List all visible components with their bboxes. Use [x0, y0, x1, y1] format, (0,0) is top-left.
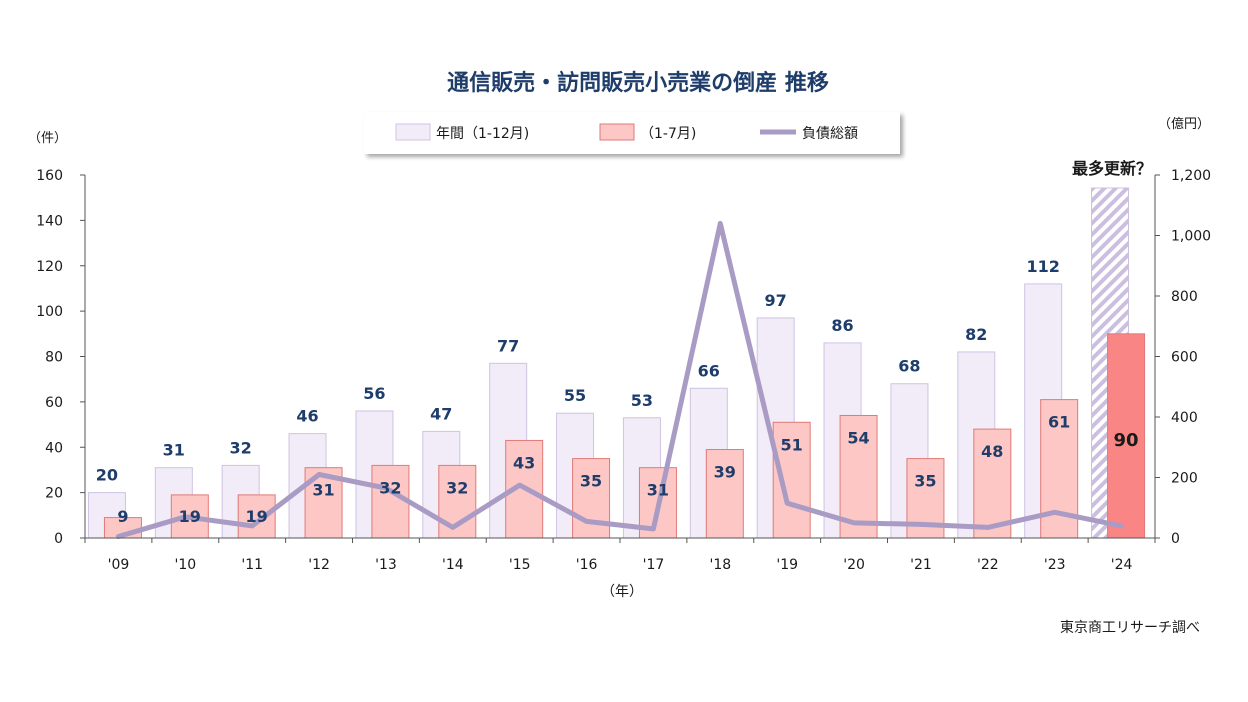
x-tick-label: '19: [776, 557, 798, 573]
left-tick-label: 140: [36, 213, 63, 229]
data-labels: 20 9 31 19 32 19 46 31 56 32 47 32 77 43 55 35 53 31 66 39 9…: [96, 257, 1139, 526]
legend-label-debt: 負債総額: [802, 126, 858, 142]
x-axis-ticks: '09 '10 '11 '12 '13 '14 '15 '16 '17 '18 '19 '20 '21 '…: [84, 538, 1156, 573]
left-axis-unit: （件）: [28, 131, 67, 146]
bar-partial: [572, 458, 611, 539]
left-tick-label: 20: [45, 486, 63, 502]
x-axis-label: （年）: [601, 584, 643, 600]
right-tick-label: 400: [1171, 410, 1198, 426]
legend: 年間（1-12月) （1-7月) 負債総額: [364, 112, 900, 154]
x-tick-label: '18: [709, 557, 731, 573]
label-annual: 31: [163, 441, 185, 460]
x-tick-label: '13: [375, 557, 397, 573]
x-tick-label: '14: [442, 557, 464, 573]
legend-label-annual: 年間（1-12月): [436, 126, 529, 142]
label-partial: 35: [580, 472, 602, 491]
legend-label-partial: （1-7月): [640, 126, 696, 142]
label-partial-highlight: 90: [1114, 430, 1139, 451]
left-axis-ticks: 0 20 40 60 80 100 120 140 160: [36, 168, 85, 547]
label-partial: 54: [847, 428, 869, 447]
label-partial: 19: [246, 507, 268, 526]
label-annual: 47: [430, 404, 452, 423]
right-tick-label: 600: [1171, 350, 1198, 366]
right-tick-label: 200: [1171, 471, 1198, 487]
label-annual: 53: [631, 391, 653, 410]
left-tick-label: 120: [36, 259, 63, 275]
x-tick-label: '24: [1111, 557, 1133, 573]
x-tick-label: '09: [108, 557, 130, 573]
right-tick-label: 1,200: [1171, 168, 1211, 184]
label-partial: 9: [117, 507, 128, 526]
legend-swatch-annual: [395, 123, 431, 141]
label-partial: 61: [1048, 413, 1070, 432]
label-partial: 31: [647, 481, 669, 500]
left-tick-label: 0: [54, 531, 63, 547]
label-annual: 68: [898, 357, 920, 376]
label-partial: 35: [914, 472, 936, 491]
left-tick-label: 40: [45, 440, 63, 456]
x-tick-label: '10: [174, 557, 196, 573]
legend-swatch-partial: [599, 123, 635, 141]
annotation-record: 最多更新？: [1072, 159, 1152, 178]
left-tick-label: 80: [45, 350, 63, 366]
bar-partial: [371, 464, 410, 539]
debt-line-layer: [115, 220, 1125, 539]
label-annual: 55: [564, 386, 586, 405]
left-tick-label: 160: [36, 168, 63, 184]
x-tick-label: '17: [643, 557, 665, 573]
x-tick-label: '23: [1044, 557, 1066, 573]
label-annual: 112: [1026, 257, 1059, 276]
label-partial: 32: [379, 478, 401, 497]
label-partial: 32: [446, 478, 468, 497]
label-annual: 56: [363, 384, 385, 403]
right-axis-ticks: 0 200 400 600 800 1,000 1,200: [1155, 168, 1211, 547]
x-tick-label: '16: [576, 557, 598, 573]
label-annual: 66: [698, 361, 720, 380]
bar-partial: [705, 449, 744, 539]
x-tick-label: '12: [308, 557, 330, 573]
debt-line: [115, 220, 1125, 539]
label-partial: 19: [179, 507, 201, 526]
right-tick-label: 0: [1171, 531, 1180, 547]
label-annual: 86: [831, 316, 853, 335]
bars: [87, 187, 1146, 539]
x-tick-label: '15: [509, 557, 531, 573]
x-tick-label: '20: [843, 557, 865, 573]
left-tick-label: 100: [36, 304, 63, 320]
label-annual: 46: [296, 407, 318, 426]
label-partial: 48: [981, 442, 1003, 461]
label-partial: 31: [312, 481, 334, 500]
label-annual: 32: [230, 438, 252, 457]
x-tick-label: '22: [977, 557, 999, 573]
label-annual: 77: [497, 336, 519, 355]
label-partial: 43: [513, 453, 535, 472]
label-annual: 20: [96, 466, 118, 485]
source-note: 東京商工リサーチ調べ: [1060, 620, 1200, 636]
label-annual: 97: [765, 291, 787, 310]
label-partial: 51: [781, 435, 803, 454]
x-tick-label: '11: [241, 557, 263, 573]
right-tick-label: 1,000: [1171, 229, 1211, 245]
label-partial: 39: [714, 463, 736, 482]
right-axis-unit: （億円）: [1158, 116, 1210, 132]
x-tick-label: '21: [910, 557, 932, 573]
right-tick-label: 800: [1171, 289, 1198, 305]
label-annual: 82: [965, 325, 987, 344]
bar-partial: [973, 428, 1012, 539]
bar-partial: [839, 414, 878, 539]
left-tick-label: 60: [45, 395, 63, 411]
chart-title: 通信販売・訪問販売小売業の倒産 推移: [447, 70, 829, 96]
